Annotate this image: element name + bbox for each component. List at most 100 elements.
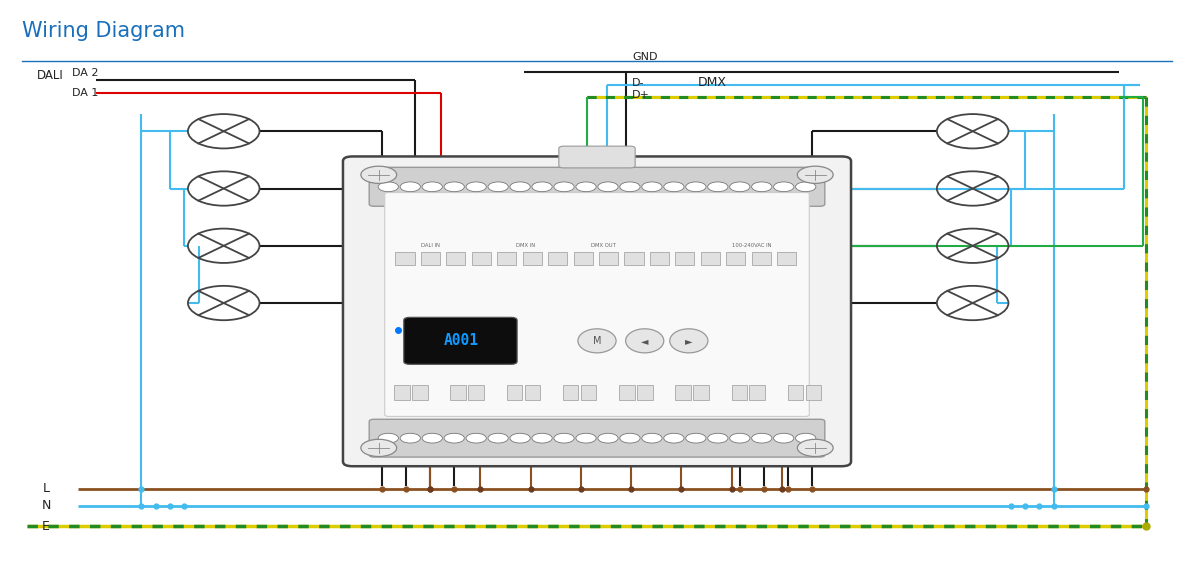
Circle shape xyxy=(642,433,661,443)
FancyBboxPatch shape xyxy=(395,252,414,265)
Ellipse shape xyxy=(670,329,708,353)
FancyBboxPatch shape xyxy=(548,252,567,265)
FancyBboxPatch shape xyxy=(750,385,765,400)
Circle shape xyxy=(708,182,728,192)
Circle shape xyxy=(576,182,596,192)
Circle shape xyxy=(752,433,771,443)
Circle shape xyxy=(774,433,794,443)
Text: DMX IN: DMX IN xyxy=(516,243,535,248)
FancyBboxPatch shape xyxy=(421,252,439,265)
FancyBboxPatch shape xyxy=(523,252,542,265)
FancyBboxPatch shape xyxy=(524,385,540,400)
Circle shape xyxy=(708,433,728,443)
FancyBboxPatch shape xyxy=(777,252,796,265)
Circle shape xyxy=(378,433,399,443)
Ellipse shape xyxy=(578,329,616,353)
Circle shape xyxy=(466,182,486,192)
Circle shape xyxy=(620,182,640,192)
Text: DALI IN: DALI IN xyxy=(420,243,439,248)
Circle shape xyxy=(400,433,420,443)
Circle shape xyxy=(664,182,684,192)
Text: DMX OUT: DMX OUT xyxy=(591,243,615,248)
FancyBboxPatch shape xyxy=(638,385,653,400)
Text: Wiring Diagram: Wiring Diagram xyxy=(23,21,185,41)
Circle shape xyxy=(798,439,833,456)
Text: 100-240VAC IN: 100-240VAC IN xyxy=(732,243,771,248)
Circle shape xyxy=(444,182,464,192)
Circle shape xyxy=(444,433,464,443)
FancyBboxPatch shape xyxy=(369,168,825,206)
Circle shape xyxy=(774,182,794,192)
FancyBboxPatch shape xyxy=(472,252,491,265)
Circle shape xyxy=(685,182,706,192)
FancyBboxPatch shape xyxy=(806,385,821,400)
Circle shape xyxy=(423,182,442,192)
FancyBboxPatch shape xyxy=(624,252,644,265)
Circle shape xyxy=(466,433,486,443)
Text: DALI: DALI xyxy=(37,69,63,82)
Circle shape xyxy=(488,433,509,443)
FancyBboxPatch shape xyxy=(580,385,596,400)
FancyBboxPatch shape xyxy=(447,252,466,265)
Circle shape xyxy=(730,433,750,443)
Text: DA 2: DA 2 xyxy=(73,68,99,78)
FancyBboxPatch shape xyxy=(506,385,522,400)
Circle shape xyxy=(598,182,618,192)
Circle shape xyxy=(361,166,396,183)
FancyBboxPatch shape xyxy=(676,252,695,265)
Circle shape xyxy=(510,433,530,443)
Circle shape xyxy=(598,433,618,443)
Circle shape xyxy=(730,182,750,192)
FancyBboxPatch shape xyxy=(599,252,618,265)
Circle shape xyxy=(533,433,552,443)
Circle shape xyxy=(488,182,509,192)
Circle shape xyxy=(798,166,833,183)
FancyBboxPatch shape xyxy=(788,385,804,400)
Circle shape xyxy=(752,182,771,192)
Circle shape xyxy=(795,182,816,192)
Circle shape xyxy=(378,182,399,192)
Text: M: M xyxy=(592,336,602,346)
Text: DMX: DMX xyxy=(698,76,727,89)
FancyBboxPatch shape xyxy=(573,252,592,265)
Text: D+: D+ xyxy=(633,90,651,100)
FancyBboxPatch shape xyxy=(650,252,669,265)
FancyBboxPatch shape xyxy=(384,192,810,416)
Circle shape xyxy=(576,433,596,443)
Text: DA 1: DA 1 xyxy=(73,88,99,99)
FancyBboxPatch shape xyxy=(394,385,410,400)
FancyBboxPatch shape xyxy=(369,419,825,457)
Circle shape xyxy=(620,433,640,443)
Circle shape xyxy=(795,433,816,443)
Text: N: N xyxy=(42,499,50,512)
Ellipse shape xyxy=(626,329,664,353)
Circle shape xyxy=(664,433,684,443)
Text: E: E xyxy=(42,520,50,533)
FancyBboxPatch shape xyxy=(450,385,466,400)
FancyBboxPatch shape xyxy=(620,385,635,400)
FancyBboxPatch shape xyxy=(726,252,745,265)
Circle shape xyxy=(685,433,706,443)
FancyBboxPatch shape xyxy=(404,317,517,364)
Text: ◄: ◄ xyxy=(641,336,648,346)
FancyBboxPatch shape xyxy=(559,146,635,168)
FancyBboxPatch shape xyxy=(694,385,709,400)
Circle shape xyxy=(554,433,574,443)
Text: GND: GND xyxy=(633,52,658,62)
Circle shape xyxy=(510,182,530,192)
Circle shape xyxy=(533,182,552,192)
FancyBboxPatch shape xyxy=(752,252,770,265)
Circle shape xyxy=(642,182,661,192)
FancyBboxPatch shape xyxy=(343,157,851,466)
Circle shape xyxy=(400,182,420,192)
Circle shape xyxy=(554,182,574,192)
Text: ►: ► xyxy=(685,336,693,346)
FancyBboxPatch shape xyxy=(676,385,691,400)
FancyBboxPatch shape xyxy=(497,252,516,265)
FancyBboxPatch shape xyxy=(732,385,747,400)
FancyBboxPatch shape xyxy=(701,252,720,265)
Circle shape xyxy=(423,433,442,443)
FancyBboxPatch shape xyxy=(412,385,427,400)
Circle shape xyxy=(361,439,396,456)
FancyBboxPatch shape xyxy=(562,385,578,400)
